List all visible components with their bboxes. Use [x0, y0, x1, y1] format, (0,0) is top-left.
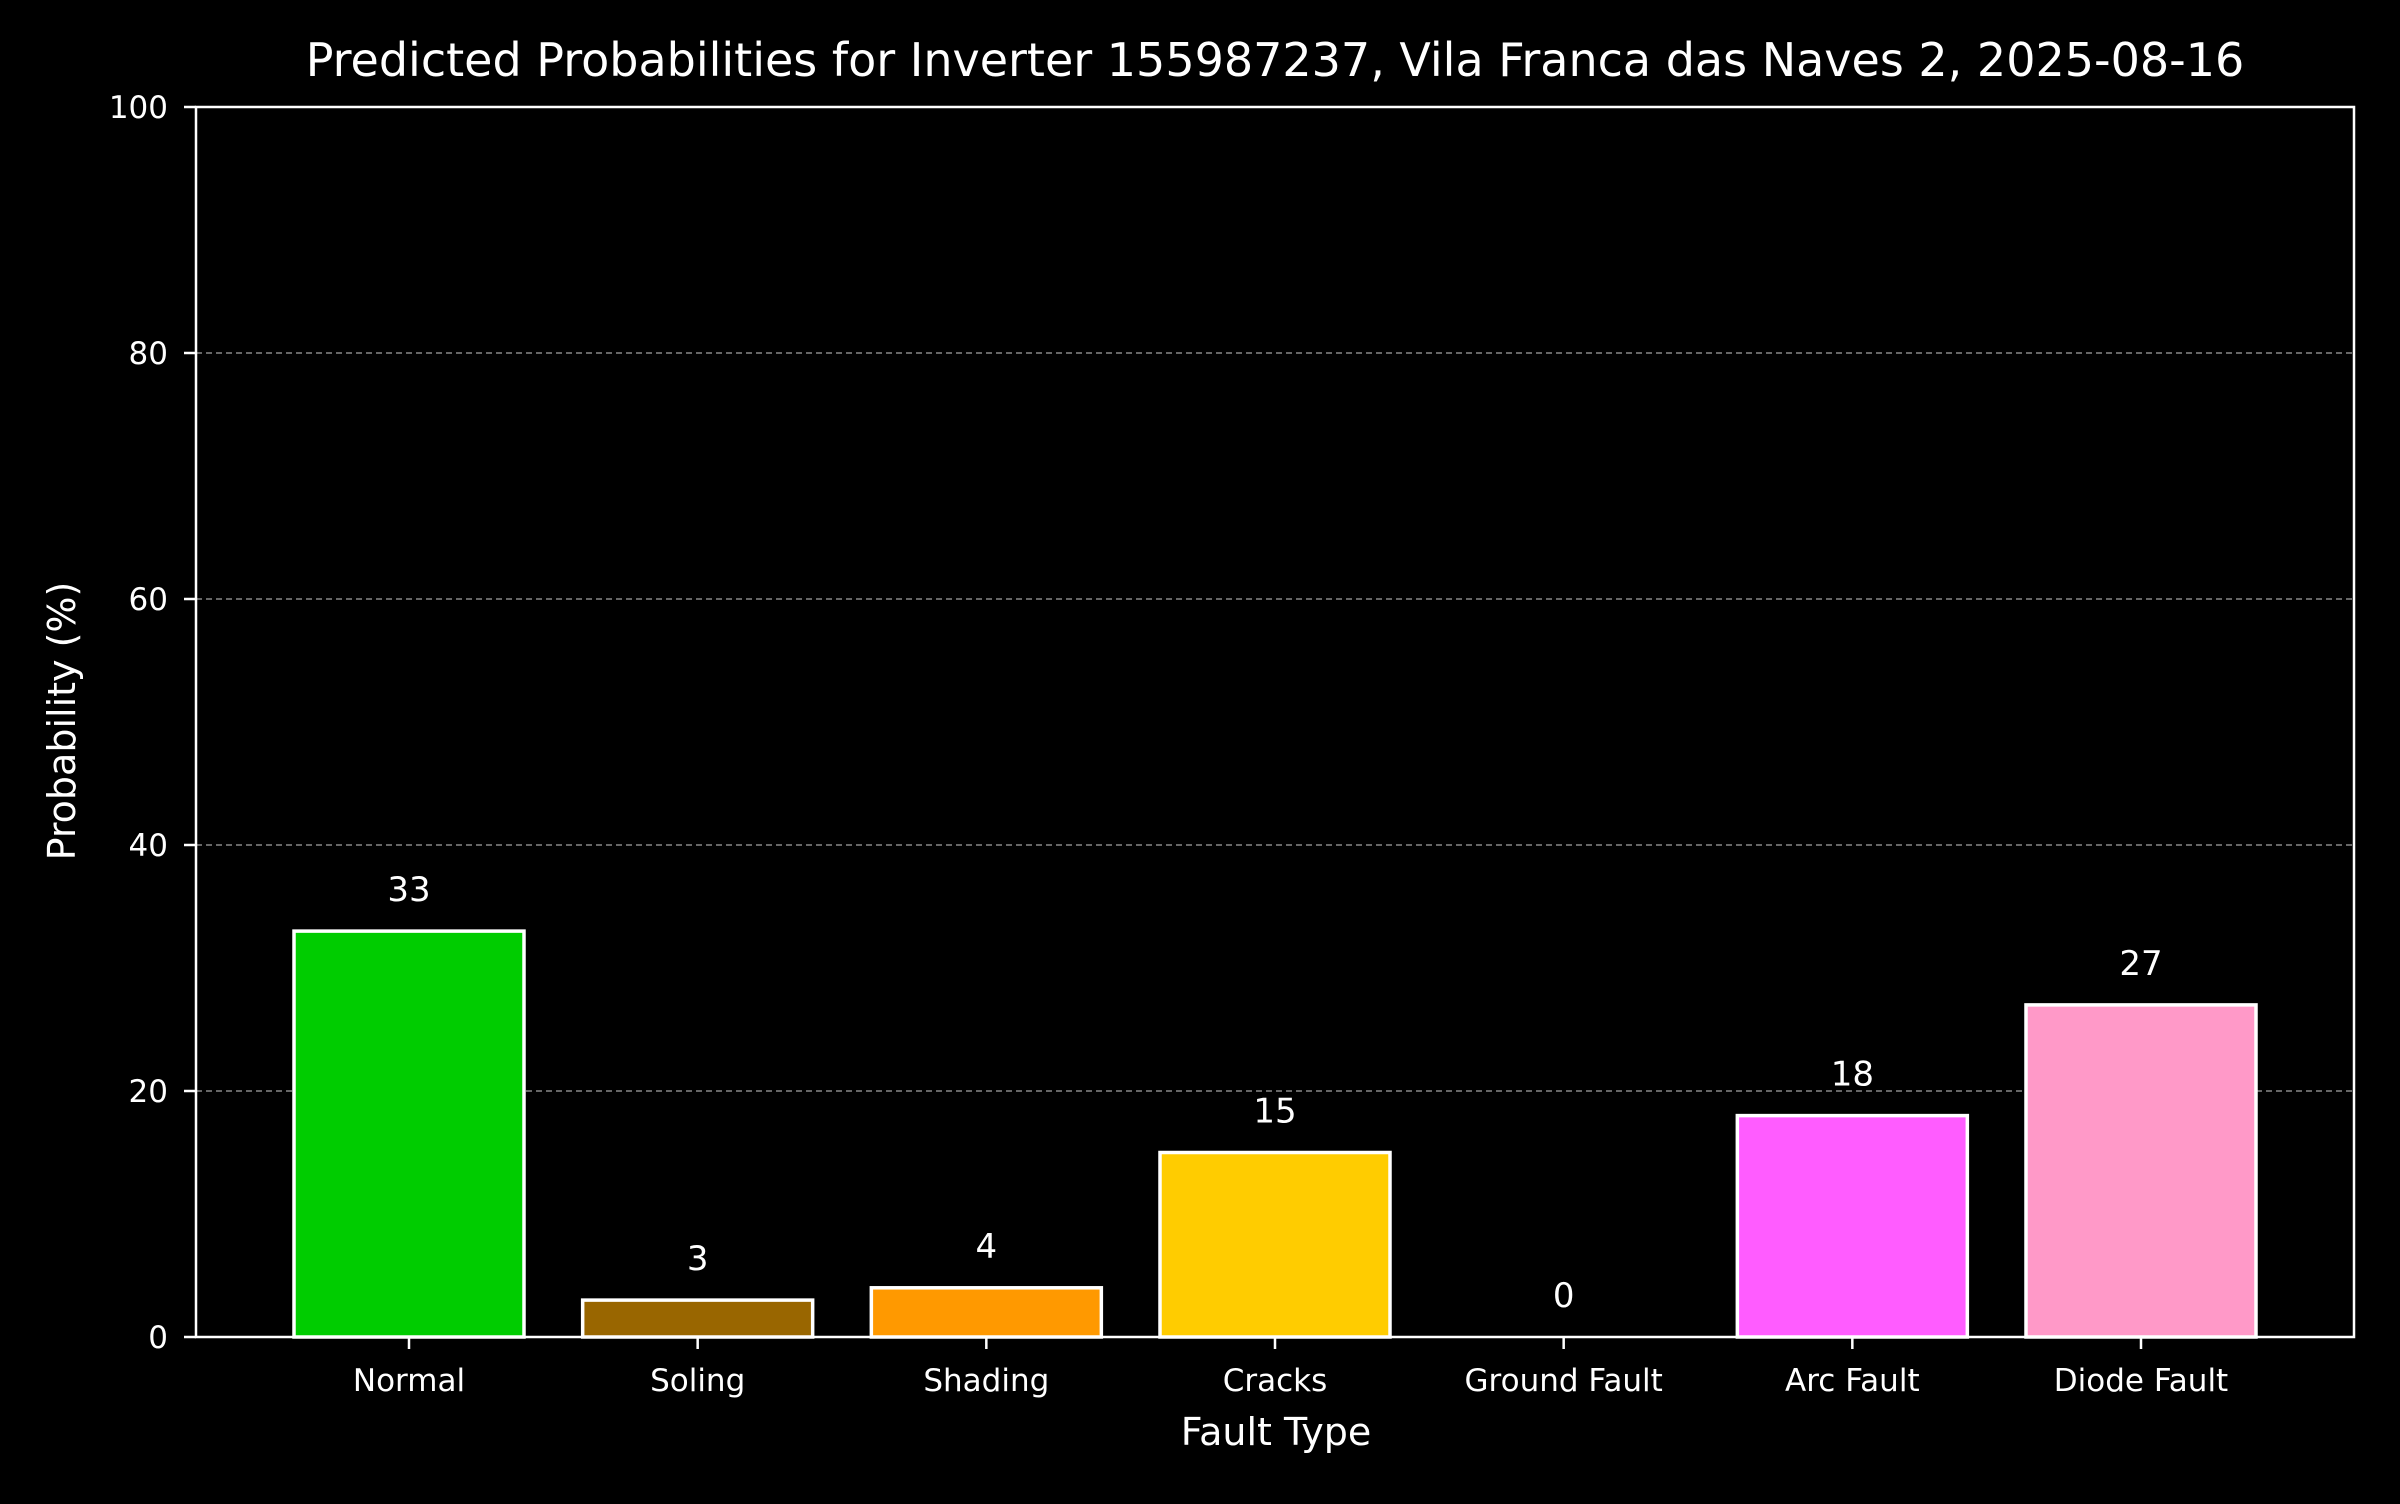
bar-soling: [580, 1298, 815, 1339]
data-label: 18: [1831, 1055, 1874, 1095]
chart-title: Predicted Probabilities for Inverter 155…: [306, 33, 2245, 87]
y-tick-label: 40: [129, 828, 168, 864]
data-label: 27: [2119, 944, 2162, 984]
x-tick-label: Cracks: [1223, 1363, 1328, 1399]
y-axis-label: Probability (%): [40, 582, 84, 861]
x-tick-label: Ground Fault: [1465, 1363, 1663, 1399]
bar-shading: [869, 1286, 1104, 1339]
y-tick-label: 100: [109, 90, 168, 126]
bar-cracks: [1158, 1150, 1392, 1339]
y-ticks: 0 20 40 60 80 100: [109, 90, 196, 1356]
y-tick-label: 80: [129, 336, 168, 372]
bars: [292, 929, 2258, 1339]
bar-normal: [292, 929, 526, 1339]
x-tick-label: Arc Fault: [1785, 1363, 1920, 1399]
x-ticks: Normal Soling Shading Cracks Ground Fault Arc…: [353, 1337, 2228, 1399]
data-label: 15: [1253, 1092, 1296, 1132]
x-axis-label: Fault Type: [1181, 1410, 1372, 1454]
data-label: 4: [976, 1227, 998, 1267]
x-tick-label: Soling: [650, 1363, 745, 1399]
y-tick-label: 20: [129, 1074, 168, 1110]
x-tick-label: Diode Fault: [2054, 1363, 2228, 1399]
y-tick-label: 0: [148, 1320, 168, 1356]
bar-arc-fault: [1735, 1113, 1970, 1339]
data-label: 0: [1553, 1276, 1575, 1316]
data-label: 3: [687, 1239, 709, 1279]
y-tick-label: 60: [129, 582, 168, 618]
data-label: 33: [387, 870, 430, 910]
bar-diode-fault: [2024, 1003, 2258, 1339]
x-tick-label: Shading: [923, 1363, 1049, 1399]
x-tick-label: Normal: [353, 1363, 465, 1399]
